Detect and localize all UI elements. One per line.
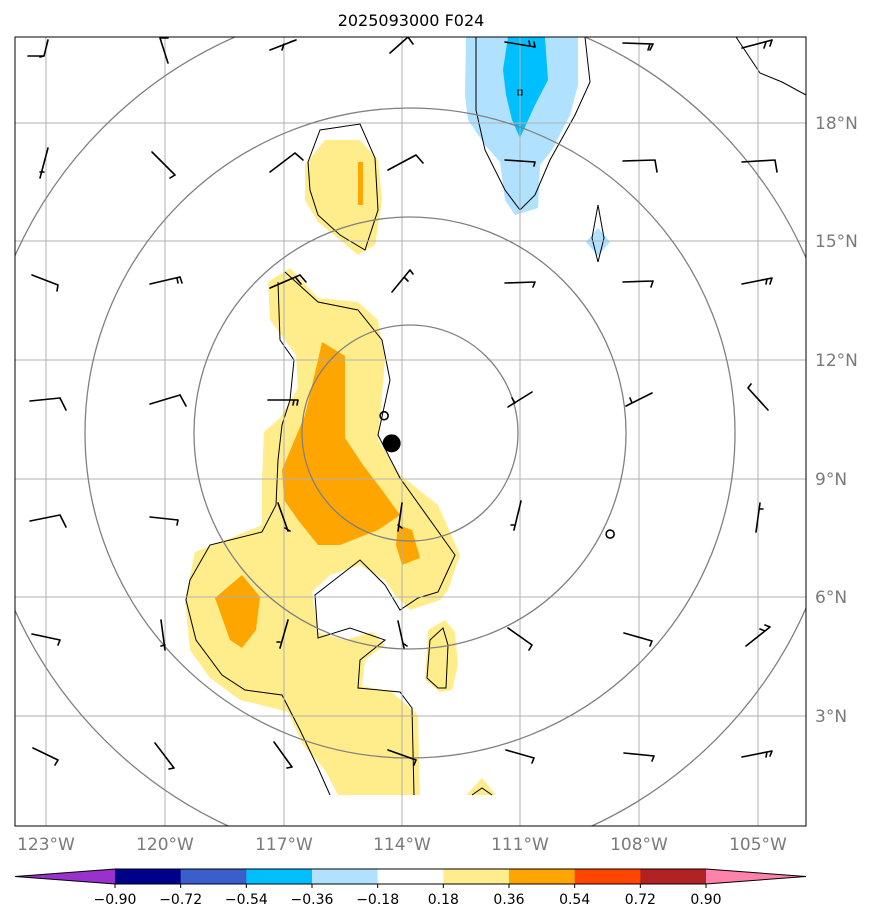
lat-label: 18°N <box>815 114 858 134</box>
wind-barb <box>623 752 655 762</box>
wind-barb <box>27 39 49 58</box>
colorbar-tick-label: 0.72 <box>625 892 656 908</box>
wind-barb <box>510 500 522 531</box>
shading-positive-medium <box>215 162 420 648</box>
wind-barb <box>747 383 769 411</box>
wind-barb <box>507 391 533 408</box>
wind-barb <box>269 152 304 173</box>
wind-barb <box>269 274 307 289</box>
wind-barb <box>149 516 179 526</box>
map-content <box>15 37 806 826</box>
lat-label: 15°N <box>815 232 858 252</box>
wind-barb <box>151 151 176 179</box>
colorbar-tick-label: −0.54 <box>225 892 268 908</box>
colorbar-swatch <box>640 869 707 884</box>
range-ring <box>301 324 519 542</box>
wind-barb <box>269 39 297 51</box>
lat-label: 9°N <box>815 470 847 490</box>
wind-barb <box>160 619 166 651</box>
lon-label: 120°W <box>136 835 194 855</box>
lon-label: 117°W <box>255 835 313 855</box>
wind-barb <box>504 40 536 48</box>
wind-barb <box>31 274 59 292</box>
colorbar-swatch <box>377 869 444 884</box>
storm-position-marker <box>379 410 389 421</box>
range-rings <box>15 37 806 826</box>
map-background <box>15 37 806 826</box>
wind-barb <box>32 747 59 766</box>
colorbar-tick-label: −0.36 <box>291 892 334 908</box>
wind-barb <box>622 280 654 288</box>
lon-label: 111°W <box>491 835 549 855</box>
wind-barb <box>149 276 183 285</box>
wind-barb <box>397 502 403 532</box>
colorbar: −0.90 −0.72 −0.54 −0.36 −0.18 0.18 0.36 0.54 0.7… <box>14 868 807 908</box>
wind-barb <box>741 39 773 49</box>
lon-label: 105°W <box>729 835 787 855</box>
lon-labels: 123°W 120°W 117°W 114°W 111°W 108°W 105°… <box>17 835 787 855</box>
colorbar-swatch <box>574 869 641 884</box>
wind-barb <box>625 392 653 407</box>
wind-barb <box>397 620 408 649</box>
wind-barb <box>504 281 536 288</box>
colorbar-swatch <box>15 869 115 884</box>
colorbar-swatch <box>246 869 313 884</box>
map-frame <box>14 36 807 827</box>
wind-barb <box>267 399 299 406</box>
colorbar-swatch <box>312 869 379 884</box>
colorbar-swatch <box>509 869 576 884</box>
wind-barb <box>31 633 61 646</box>
colorbar-tick-label: −0.72 <box>159 892 202 908</box>
storm-center-dot <box>382 434 401 453</box>
colorbar-tick-label: −0.90 <box>94 892 137 908</box>
wind-barb <box>387 154 424 171</box>
wind-barb <box>622 159 658 173</box>
wind-barb <box>741 750 773 758</box>
colorbar-swatch <box>443 869 510 884</box>
wind-barb <box>623 632 653 647</box>
range-ring <box>193 216 627 650</box>
wind-barb <box>741 277 773 285</box>
wind-barb <box>39 147 49 179</box>
wind-barb <box>29 397 67 411</box>
colorbar-swatch <box>180 869 247 884</box>
lat-labels: 3°N 6°N 9°N 12°N 15°N 18°N <box>815 114 858 727</box>
wind-barb <box>622 42 654 51</box>
colorbar-tick-label: 0.54 <box>559 892 590 908</box>
wind-barb <box>741 159 778 173</box>
shading-negative <box>465 37 610 256</box>
wind-barb <box>159 37 169 64</box>
calm-wind-marker <box>605 529 615 539</box>
wind-barb <box>755 502 764 533</box>
colorbar-tick-label: 0.18 <box>428 892 459 908</box>
wind-barb <box>154 742 175 770</box>
lat-label: 6°N <box>815 588 847 608</box>
lat-label: 3°N <box>815 707 847 727</box>
wind-barb <box>391 269 414 293</box>
wind-barb <box>276 619 289 649</box>
wind-barb <box>149 394 187 407</box>
wind-barb <box>507 627 533 651</box>
wind-barb <box>277 502 291 532</box>
colorbar-tick-label: −0.18 <box>356 892 399 908</box>
wind-barb <box>745 624 771 647</box>
chart-title: 2025093000 F024 <box>338 11 485 30</box>
wind-barb <box>389 37 414 54</box>
colorbar-tick-label: 0.36 <box>493 892 524 908</box>
wind-barb <box>504 159 536 167</box>
lon-label: 108°W <box>610 835 668 855</box>
colorbar-swatch <box>706 869 806 884</box>
wind-barb <box>505 749 535 764</box>
lon-label: 114°W <box>373 835 431 855</box>
wind-barb <box>387 749 417 766</box>
wind-barb <box>29 514 67 528</box>
lat-label: 12°N <box>815 351 858 371</box>
colorbar-tick-label: 0.90 <box>690 892 721 908</box>
colorbar-swatch <box>115 869 182 884</box>
wind-barbs <box>27 37 778 770</box>
graticule <box>15 37 806 826</box>
wind-barb <box>273 741 293 769</box>
lon-label: 123°W <box>17 835 75 855</box>
